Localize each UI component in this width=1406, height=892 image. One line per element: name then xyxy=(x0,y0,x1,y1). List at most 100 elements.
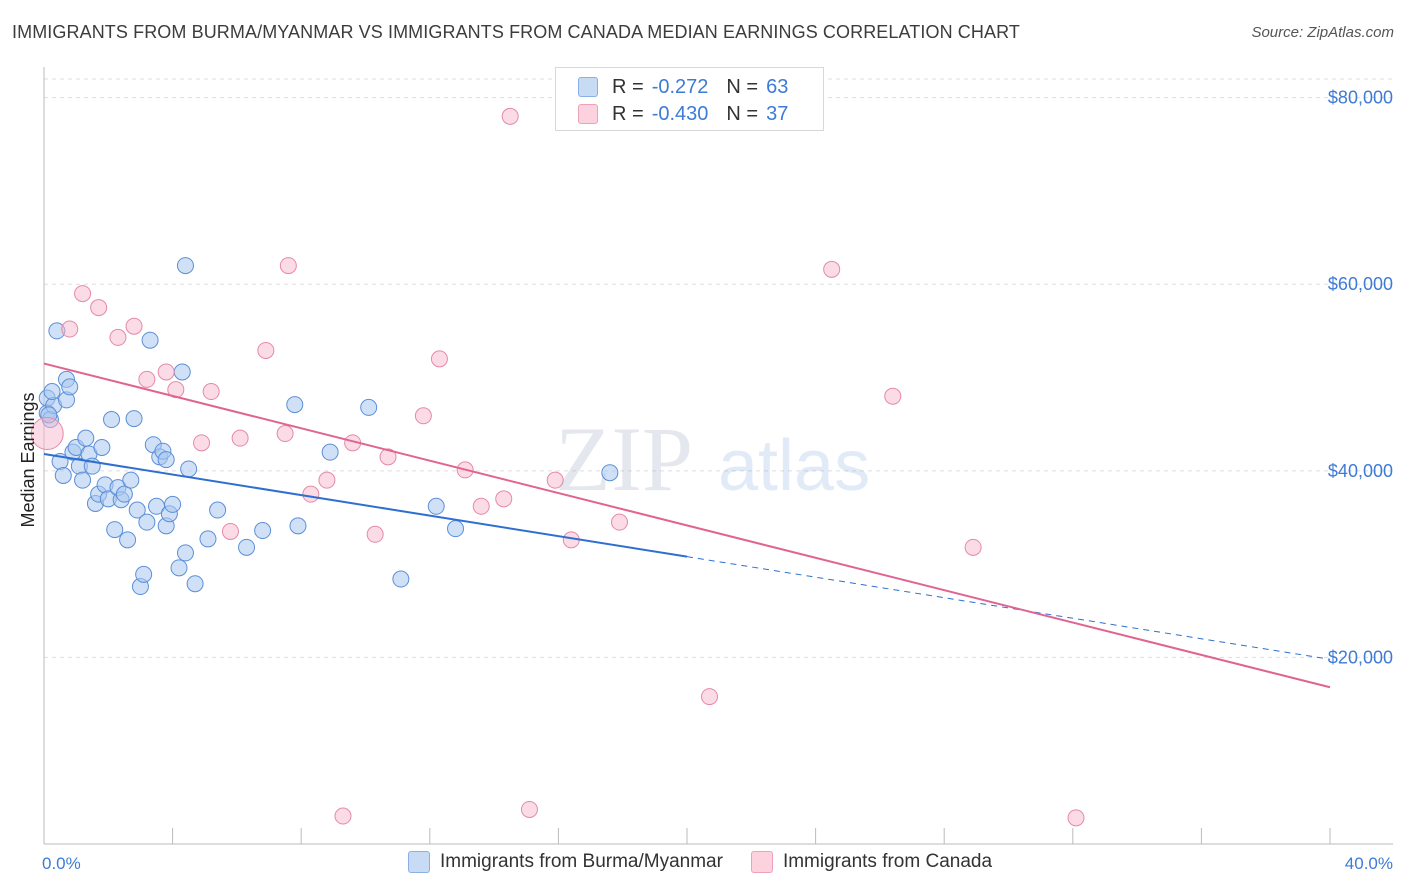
point-burma xyxy=(54,466,72,484)
point-burma xyxy=(173,363,191,381)
point-burma xyxy=(61,378,79,396)
series-swatch-canada xyxy=(750,851,773,873)
legend-swatch-canada xyxy=(578,104,598,124)
point-canada xyxy=(90,299,108,317)
point-burma xyxy=(176,257,194,275)
point-burma xyxy=(135,565,153,583)
point-canada xyxy=(379,448,397,466)
legend-n-value-burma: 63 xyxy=(766,75,789,98)
point-burma xyxy=(321,443,339,461)
point-canada xyxy=(257,341,275,359)
source-label: Source: ZipAtlas.com xyxy=(1251,24,1394,41)
point-canada xyxy=(823,260,841,278)
trend-line-burma-extension xyxy=(686,556,1331,660)
point-burma xyxy=(164,495,182,513)
point-canada xyxy=(30,417,64,451)
legend-r-label: R = xyxy=(612,75,644,98)
point-burma xyxy=(360,398,378,416)
legend-row-burma: R = -0.272 N = 63 xyxy=(578,74,788,100)
point-burma xyxy=(103,411,121,429)
watermark: ZIP atlas xyxy=(555,408,870,510)
point-burma xyxy=(125,410,143,428)
point-canada xyxy=(221,522,239,540)
point-burma xyxy=(138,513,156,531)
point-canada xyxy=(501,107,519,125)
point-burma xyxy=(238,538,256,556)
point-canada xyxy=(520,800,538,818)
point-canada xyxy=(472,497,490,515)
legend-row-canada: R = -0.430 N = 37 xyxy=(578,101,788,127)
watermark-zip: ZIP xyxy=(555,408,693,510)
point-burma xyxy=(392,570,410,588)
legend-n-label: N = xyxy=(726,102,759,125)
watermark-atlas: atlas xyxy=(718,426,870,506)
point-burma xyxy=(254,522,272,540)
legend-r-label: R = xyxy=(612,102,644,125)
point-canada xyxy=(125,317,143,335)
legend-r-value-canada: -0.430 xyxy=(651,102,709,125)
point-burma xyxy=(122,471,140,489)
legend-swatch-burma xyxy=(578,77,598,97)
chart-title: IMMIGRANTS FROM BURMA/MYANMAR VS IMMIGRA… xyxy=(12,22,1020,42)
point-burma xyxy=(74,471,92,489)
point-burma xyxy=(115,485,133,503)
y-tick-label: $20,000 xyxy=(1328,647,1393,667)
trend-line-burma xyxy=(43,453,688,558)
y-axis-label: Median Earnings xyxy=(18,392,38,527)
point-canada xyxy=(964,538,982,556)
y-tick-label: $80,000 xyxy=(1328,88,1393,108)
point-canada xyxy=(610,513,628,531)
point-burma xyxy=(93,439,111,457)
point-canada xyxy=(546,471,564,489)
point-canada xyxy=(318,471,336,489)
point-burma xyxy=(77,429,95,447)
point-canada xyxy=(414,407,432,425)
series-legend-burma[interactable]: Immigrants from Burma/Myanmar xyxy=(408,851,723,873)
y-tick-label: $60,000 xyxy=(1328,274,1393,294)
point-burma xyxy=(170,559,188,577)
point-burma xyxy=(141,331,159,349)
point-canada xyxy=(157,363,175,381)
series-burma-points xyxy=(38,257,619,596)
legend-n-label: N = xyxy=(726,75,759,98)
point-burma xyxy=(176,544,194,562)
point-burma xyxy=(128,501,146,519)
series-swatch-burma xyxy=(408,851,430,873)
series-legend-canada[interactable]: Immigrants from Canada xyxy=(750,851,992,873)
trend-lines xyxy=(43,362,1331,689)
trend-line-canada xyxy=(43,362,1331,689)
point-canada xyxy=(495,490,513,508)
x-tick-label: 40.0% xyxy=(1345,854,1393,873)
point-canada xyxy=(302,485,320,503)
x-tick-label: 0.0% xyxy=(42,854,81,873)
series-canada-points xyxy=(30,107,1085,827)
point-burma xyxy=(199,530,217,548)
point-burma xyxy=(119,531,137,549)
point-burma xyxy=(286,396,304,414)
legend-n-value-canada: 37 xyxy=(766,102,789,125)
point-canada xyxy=(430,350,448,368)
grid-lines xyxy=(44,78,1393,658)
point-burma xyxy=(427,497,445,515)
point-canada xyxy=(231,429,249,447)
point-canada xyxy=(334,807,352,825)
point-burma xyxy=(180,460,198,478)
point-canada xyxy=(701,688,719,706)
point-canada xyxy=(884,387,902,405)
point-burma xyxy=(43,383,61,401)
point-burma xyxy=(209,501,227,519)
point-canada xyxy=(109,328,127,346)
point-burma xyxy=(157,451,175,469)
stats-legend: R = -0.272 N = 63 R = -0.430 N = 37 xyxy=(555,67,824,131)
point-canada xyxy=(1067,809,1085,827)
series-legend: Immigrants from Burma/Myanmar Immigrants… xyxy=(408,851,1020,873)
point-canada xyxy=(193,434,211,452)
point-canada xyxy=(74,285,92,303)
point-canada xyxy=(279,257,297,275)
point-burma xyxy=(289,517,307,535)
point-burma xyxy=(186,575,204,593)
point-burma xyxy=(106,521,124,539)
point-canada xyxy=(138,370,156,388)
point-canada xyxy=(276,425,294,443)
